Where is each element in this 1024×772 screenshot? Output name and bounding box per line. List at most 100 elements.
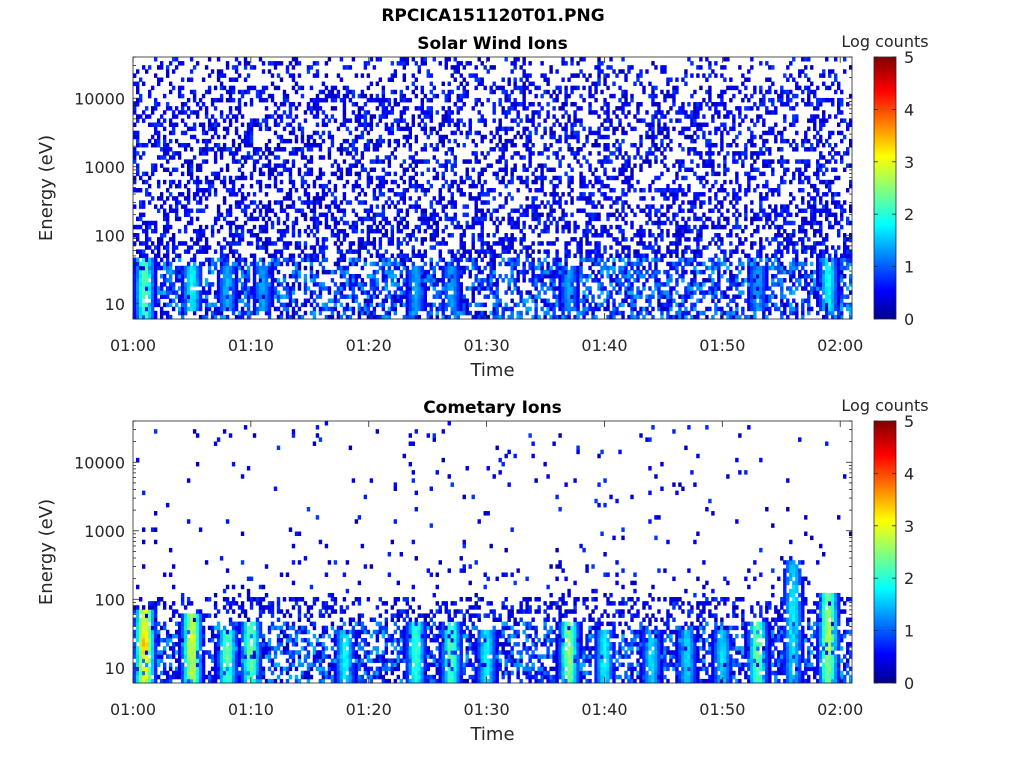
heatmap-cell bbox=[531, 298, 535, 304]
heatmap-cell bbox=[666, 298, 670, 304]
heatmap-cell bbox=[267, 253, 272, 258]
heatmap-cell bbox=[339, 253, 344, 258]
heatmap-cell bbox=[639, 257, 643, 263]
heatmap-cell bbox=[411, 245, 416, 250]
heatmap-cell bbox=[207, 179, 212, 185]
heatmap-cell bbox=[570, 102, 574, 107]
heatmap-cell bbox=[555, 249, 559, 254]
heatmap-cell bbox=[432, 147, 436, 152]
heatmap-cell bbox=[288, 151, 293, 156]
heatmap-cell bbox=[210, 126, 215, 132]
heatmap-cell bbox=[216, 298, 221, 304]
heatmap-cell bbox=[540, 273, 544, 279]
heatmap-cell bbox=[294, 241, 299, 246]
heatmap-cell bbox=[654, 286, 658, 291]
heatmap-cell bbox=[348, 286, 353, 291]
heatmap-cell bbox=[522, 261, 526, 267]
heatmap-cell bbox=[495, 282, 499, 287]
heatmap-cell bbox=[408, 155, 413, 160]
heatmap-cell bbox=[522, 61, 526, 66]
heatmap-cell bbox=[363, 282, 368, 287]
heatmap-cell bbox=[243, 196, 248, 201]
heatmap-cell bbox=[396, 200, 401, 205]
heatmap-cell bbox=[348, 151, 353, 156]
heatmap-cell bbox=[195, 306, 200, 312]
heatmap-cell bbox=[270, 253, 275, 258]
heatmap-cell bbox=[333, 106, 338, 111]
heatmap-cell bbox=[462, 102, 466, 107]
heatmap-cell bbox=[477, 179, 481, 185]
heatmap-cell bbox=[522, 179, 526, 185]
heatmap-cell bbox=[669, 188, 673, 193]
heatmap-cell bbox=[351, 138, 356, 144]
heatmap-cell bbox=[480, 167, 484, 173]
heatmap-cell bbox=[597, 294, 601, 299]
heatmap-cell bbox=[534, 306, 538, 312]
heatmap-cell bbox=[153, 138, 158, 144]
heatmap-cell bbox=[552, 310, 556, 316]
heatmap-cell bbox=[450, 147, 454, 152]
heatmap-cell bbox=[234, 69, 239, 74]
heatmap-cell bbox=[600, 204, 604, 209]
heatmap-cell bbox=[252, 233, 257, 238]
heatmap-cell bbox=[456, 85, 460, 91]
heatmap-cell bbox=[477, 290, 481, 295]
heatmap-cell bbox=[552, 167, 556, 173]
heatmap-cell bbox=[420, 147, 424, 152]
heatmap-cell bbox=[333, 224, 338, 230]
heatmap-cell bbox=[177, 286, 182, 291]
heatmap-cell bbox=[513, 85, 517, 91]
heatmap-cell bbox=[171, 151, 176, 156]
heatmap-cell bbox=[450, 282, 454, 287]
heatmap-cell bbox=[480, 286, 484, 291]
heatmap-cell bbox=[654, 147, 658, 152]
heatmap-cell bbox=[204, 241, 209, 246]
heatmap-cell bbox=[489, 282, 493, 287]
heatmap-cell bbox=[504, 306, 508, 312]
heatmap-cell bbox=[597, 179, 601, 185]
heatmap-cell bbox=[249, 253, 254, 258]
heatmap-cell bbox=[231, 159, 236, 164]
heatmap-cell bbox=[384, 228, 389, 234]
heatmap-cell bbox=[417, 65, 421, 70]
heatmap-cell bbox=[528, 294, 532, 299]
heatmap-cell bbox=[369, 294, 374, 299]
heatmap-cell bbox=[291, 204, 296, 209]
heatmap-cell bbox=[615, 241, 619, 246]
heatmap-cell bbox=[648, 183, 652, 189]
heatmap-cell bbox=[225, 261, 230, 267]
heatmap-cell bbox=[441, 142, 445, 148]
heatmap-cell bbox=[669, 298, 673, 304]
heatmap-cell bbox=[171, 290, 176, 295]
heatmap-cell bbox=[210, 228, 215, 234]
heatmap-cell bbox=[147, 269, 152, 275]
heatmap-cell bbox=[669, 290, 673, 295]
heatmap-cell bbox=[195, 114, 200, 119]
heatmap-cell bbox=[495, 224, 499, 230]
heatmap-cell bbox=[324, 183, 329, 189]
heatmap-cell bbox=[489, 261, 493, 267]
heatmap-cell bbox=[498, 298, 502, 304]
heatmap-cell bbox=[606, 155, 610, 160]
heatmap-cell bbox=[174, 216, 179, 222]
heatmap-cell bbox=[663, 192, 667, 197]
heatmap-cell bbox=[663, 212, 667, 218]
heatmap-cell bbox=[639, 196, 643, 201]
heatmap-cell bbox=[165, 269, 170, 275]
heatmap-cell bbox=[294, 138, 299, 144]
heatmap-cell bbox=[453, 294, 457, 299]
heatmap-cell bbox=[384, 106, 389, 111]
heatmap-cell bbox=[231, 233, 236, 238]
heatmap-cell bbox=[408, 290, 413, 295]
heatmap-cell bbox=[177, 228, 182, 234]
heatmap-cell bbox=[252, 122, 257, 127]
heatmap-cell bbox=[222, 314, 227, 320]
heatmap-cell bbox=[141, 278, 146, 283]
heatmap-cell bbox=[216, 282, 221, 287]
heatmap-cell bbox=[636, 257, 640, 263]
heatmap-cell bbox=[645, 130, 649, 136]
heatmap-cell bbox=[153, 294, 158, 299]
heatmap-cell bbox=[492, 249, 496, 254]
heatmap-cell bbox=[189, 220, 194, 226]
heatmap-cell bbox=[510, 310, 514, 316]
